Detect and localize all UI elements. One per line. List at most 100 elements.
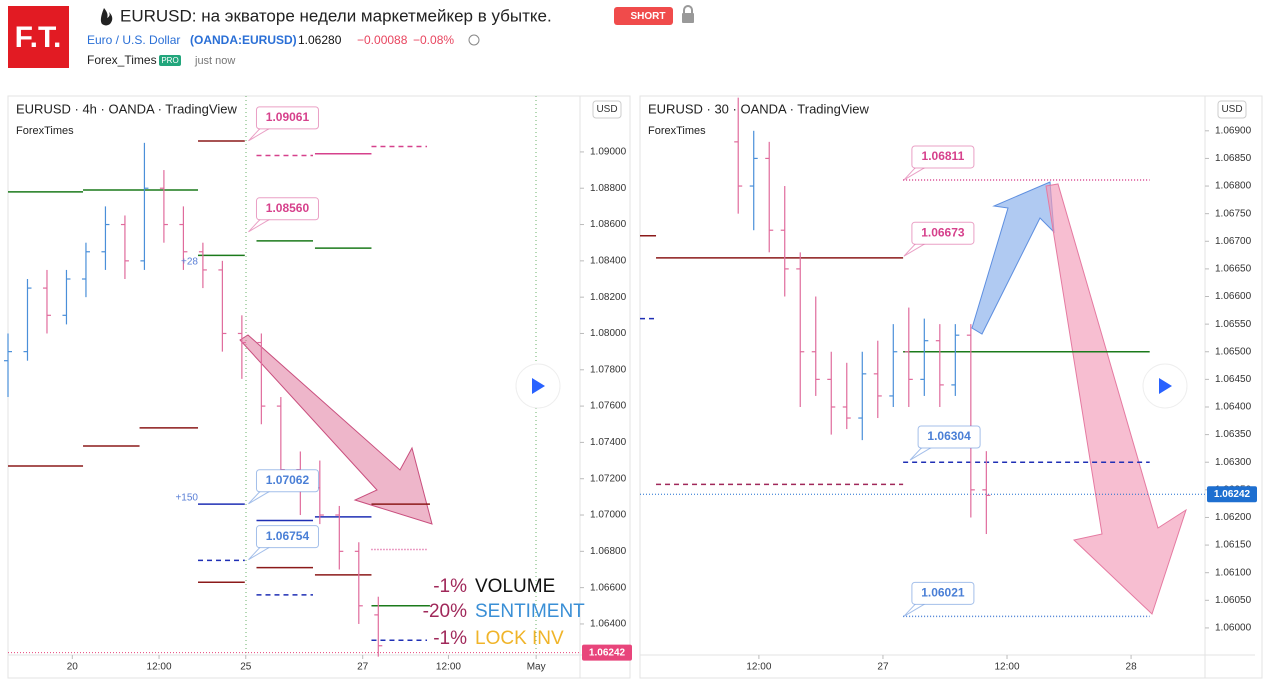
arrow-down — [1045, 183, 1187, 615]
time: just now — [194, 55, 235, 67]
y-tick-label: 1.06800 — [590, 546, 627, 557]
annotation-pointer — [909, 444, 933, 461]
y-tick-label: 1.08600 — [590, 219, 627, 230]
annotation-pointer — [248, 216, 271, 233]
x-tick-label: 25 — [240, 662, 252, 673]
y-tick-label: 1.07200 — [590, 473, 627, 484]
annotation-label: 1.08560 — [266, 201, 310, 215]
pro-label: PRO — [161, 56, 178, 65]
x-tick-label: 27 — [357, 662, 369, 673]
y-tick-label: 1.07000 — [590, 510, 627, 521]
y-tick-label: 1.06800 — [1215, 181, 1252, 192]
small-label: +28 — [181, 257, 198, 268]
note-pct: -1% — [433, 576, 467, 597]
annotation-pointer — [248, 544, 271, 561]
author[interactable]: Forex_Times — [87, 53, 157, 67]
y-tick-label: 1.07600 — [590, 401, 627, 412]
y-tick-label: 1.08000 — [590, 328, 627, 339]
annotation-pointer — [248, 125, 271, 142]
annotation-box — [255, 106, 319, 130]
small-label: +150 — [175, 493, 198, 504]
annotation-label: 1.06673 — [921, 225, 965, 239]
note-label: VOLUME — [475, 576, 555, 597]
note-label: SENTIMENT — [475, 601, 585, 622]
annotation-box — [255, 525, 319, 549]
chart-title: EURUSD · 4h · OANDA · TradingView — [16, 101, 237, 116]
y-tick-label: 1.06050 — [1215, 595, 1252, 606]
y-tick-label: 1.08200 — [590, 292, 627, 303]
annotation-label: 1.07062 — [266, 473, 310, 487]
change-pct: −0.08% — [413, 33, 454, 47]
y-tick-label: 1.06650 — [1215, 264, 1252, 275]
last-price-label: 1.06242 — [589, 647, 626, 658]
lock-icon — [682, 13, 694, 23]
x-tick-label: 12:00 — [995, 662, 1020, 673]
idea-title: EURUSD: на экваторе недели маркетмейкер … — [120, 6, 552, 25]
y-tick-label: 1.06600 — [1215, 291, 1252, 302]
y-tick-label: 1.06450 — [1215, 374, 1252, 385]
annotation-label: 1.06811 — [922, 149, 965, 163]
short-badge[interactable] — [614, 7, 673, 25]
y-tick-label: 1.06350 — [1215, 429, 1252, 440]
annotation-label: 1.09061 — [266, 110, 310, 124]
y-tick-label: 1.06000 — [1215, 623, 1252, 634]
annotation-pointer — [903, 600, 927, 617]
y-tick-label: 1.06100 — [1215, 567, 1252, 578]
price: 1.06280 — [298, 33, 342, 47]
y-tick-label: 1.08800 — [590, 183, 627, 194]
note-pct: -1% — [433, 628, 467, 649]
y-tick-label: 1.06200 — [1215, 512, 1252, 523]
x-tick-label: 20 — [67, 662, 79, 673]
annotation-pointer — [903, 164, 927, 181]
annotation-box — [911, 581, 975, 605]
x-tick-label: 27 — [877, 662, 889, 673]
y-tick-label: 1.06400 — [1215, 402, 1252, 413]
annotation-box — [917, 425, 981, 449]
arrow-down — [239, 334, 433, 525]
x-tick-label: 12:00 — [436, 662, 461, 673]
arrow-up — [971, 181, 1055, 335]
chart-subtitle: ForexTimes — [648, 125, 706, 137]
annotation-label: 1.06304 — [927, 429, 971, 443]
note-label: LOCK INV — [475, 628, 564, 649]
y-tick-label: 1.09000 — [590, 147, 627, 158]
symbol-code[interactable]: (OANDA:EURUSD) — [190, 33, 297, 47]
x-tick-label: 28 — [1126, 662, 1138, 673]
y-tick-label: 1.06750 — [1215, 208, 1252, 219]
annotation-box — [911, 221, 975, 245]
last-price-tag — [582, 644, 632, 661]
annotation-pointer — [248, 488, 271, 505]
y-tick-label: 1.06550 — [1215, 319, 1252, 330]
x-tick-label: 12:00 — [147, 662, 172, 673]
change: −0.00088 — [357, 33, 408, 47]
lock-shackle — [683, 5, 693, 13]
pro-badge — [159, 55, 181, 66]
annotation-pointer — [903, 240, 927, 257]
currency-box — [1217, 100, 1247, 119]
note-pct: -20% — [423, 601, 467, 622]
chart-subtitle: ForexTimes — [16, 125, 74, 137]
short-label: SHORT — [631, 11, 666, 22]
y-tick-label: 1.06600 — [590, 582, 627, 593]
currency: USD — [1221, 104, 1242, 115]
x-tick-label: May — [527, 662, 546, 673]
currency-box — [592, 100, 622, 119]
currency: USD — [596, 104, 617, 115]
y-tick-label: 1.06400 — [590, 619, 627, 630]
annotation-label: 1.06021 — [921, 586, 965, 600]
symbol-name[interactable]: Euro / U.S. Dollar — [87, 33, 180, 47]
y-tick-label: 1.07400 — [590, 437, 627, 448]
y-tick-label: 1.06850 — [1215, 153, 1252, 164]
y-tick-label: 1.08400 — [590, 255, 627, 266]
y-tick-label: 1.07800 — [590, 364, 627, 375]
annotation-box — [911, 145, 975, 169]
y-tick-label: 1.06300 — [1215, 457, 1252, 468]
chart-title: EURUSD · 30 · OANDA · TradingView — [648, 101, 869, 116]
alert-icon[interactable] — [468, 34, 480, 46]
x-tick-label: 12:00 — [746, 662, 771, 673]
y-tick-label: 1.06500 — [1215, 346, 1252, 357]
last-price-tag — [1207, 486, 1257, 503]
y-tick-label: 1.06700 — [1215, 236, 1252, 247]
